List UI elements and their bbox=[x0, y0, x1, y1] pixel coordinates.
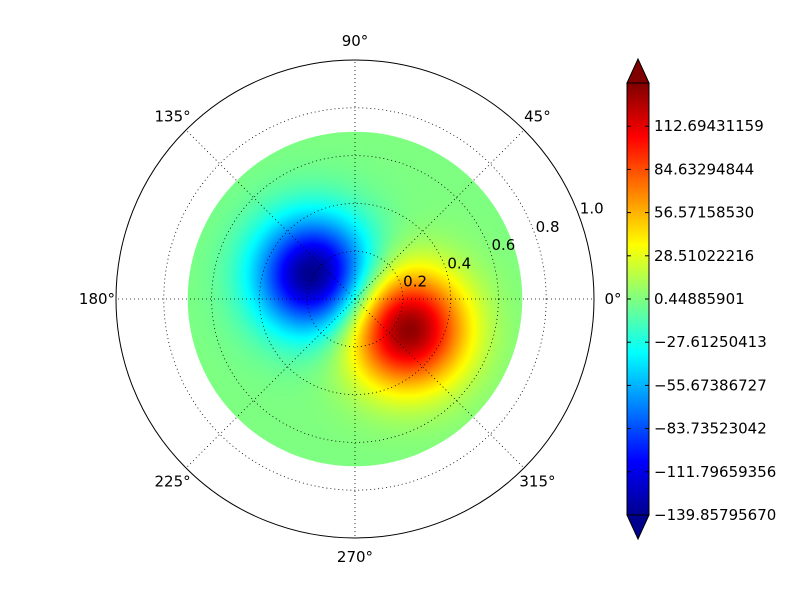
angular-tick-label: 45° bbox=[524, 108, 551, 126]
radial-tick-label: 0.8 bbox=[536, 218, 560, 236]
colorbar-tick-label: −139.85795670 bbox=[654, 506, 776, 524]
colorbar-tick-label: −83.73523042 bbox=[654, 420, 767, 438]
angular-tick-label: 90° bbox=[342, 32, 369, 50]
angular-tick-label: 315° bbox=[519, 472, 555, 490]
radial-gridlines bbox=[163, 107, 547, 491]
polar-axes: 0°45°90°135°180°225°270°315° 0.20.40.60.… bbox=[79, 32, 622, 566]
colorbar-ticks: −139.85795670 −111.79659356 −83.73523042 −5… bbox=[627, 117, 776, 524]
angular-tick-labels: 0° 45° 90° 135° 180° 225° 270° 315° bbox=[79, 32, 622, 566]
radial-gridline bbox=[258, 202, 451, 395]
colorbar-tick-label: −55.67386727 bbox=[654, 376, 767, 394]
radial-gridline bbox=[211, 155, 499, 443]
colorbar-tick-label: −111.79659356 bbox=[654, 463, 776, 481]
radial-tick-labels: 0.2 0.4 0.6 0.8 1.0 bbox=[403, 200, 604, 291]
angular-tick-label: 0° bbox=[604, 290, 621, 308]
radial-gridline bbox=[163, 107, 547, 491]
colorbar: −139.85795670 −111.79659356 −83.73523042 −5… bbox=[626, 57, 776, 541]
radial-tick-label: 1.0 bbox=[580, 200, 604, 218]
colorbar-tick-label: 28.51022216 bbox=[654, 247, 754, 265]
colorbar-extend-min bbox=[626, 514, 650, 541]
angular-tick-label: 225° bbox=[154, 472, 190, 490]
colorbar-tick-label: 84.63294844 bbox=[654, 160, 754, 178]
colorbar-extend-max bbox=[626, 57, 650, 84]
angular-tick-label: 270° bbox=[337, 548, 373, 566]
colorbar-tick-label: 112.69431159 bbox=[654, 117, 764, 135]
angular-tick-label: 180° bbox=[79, 290, 115, 308]
radial-tick-label: 0.6 bbox=[491, 236, 515, 254]
radial-tick-label: 0.2 bbox=[403, 273, 427, 291]
radial-tick-label: 0.4 bbox=[447, 254, 471, 272]
colorbar-tick-label: 56.57158530 bbox=[654, 204, 754, 222]
radial-gridline bbox=[306, 250, 404, 348]
polar-frame bbox=[115, 59, 595, 539]
colorbar-tick-label: 0.44885901 bbox=[654, 290, 745, 308]
angular-tick-label: 135° bbox=[154, 108, 190, 126]
colorbar-tick-label: −27.61250413 bbox=[654, 333, 767, 351]
